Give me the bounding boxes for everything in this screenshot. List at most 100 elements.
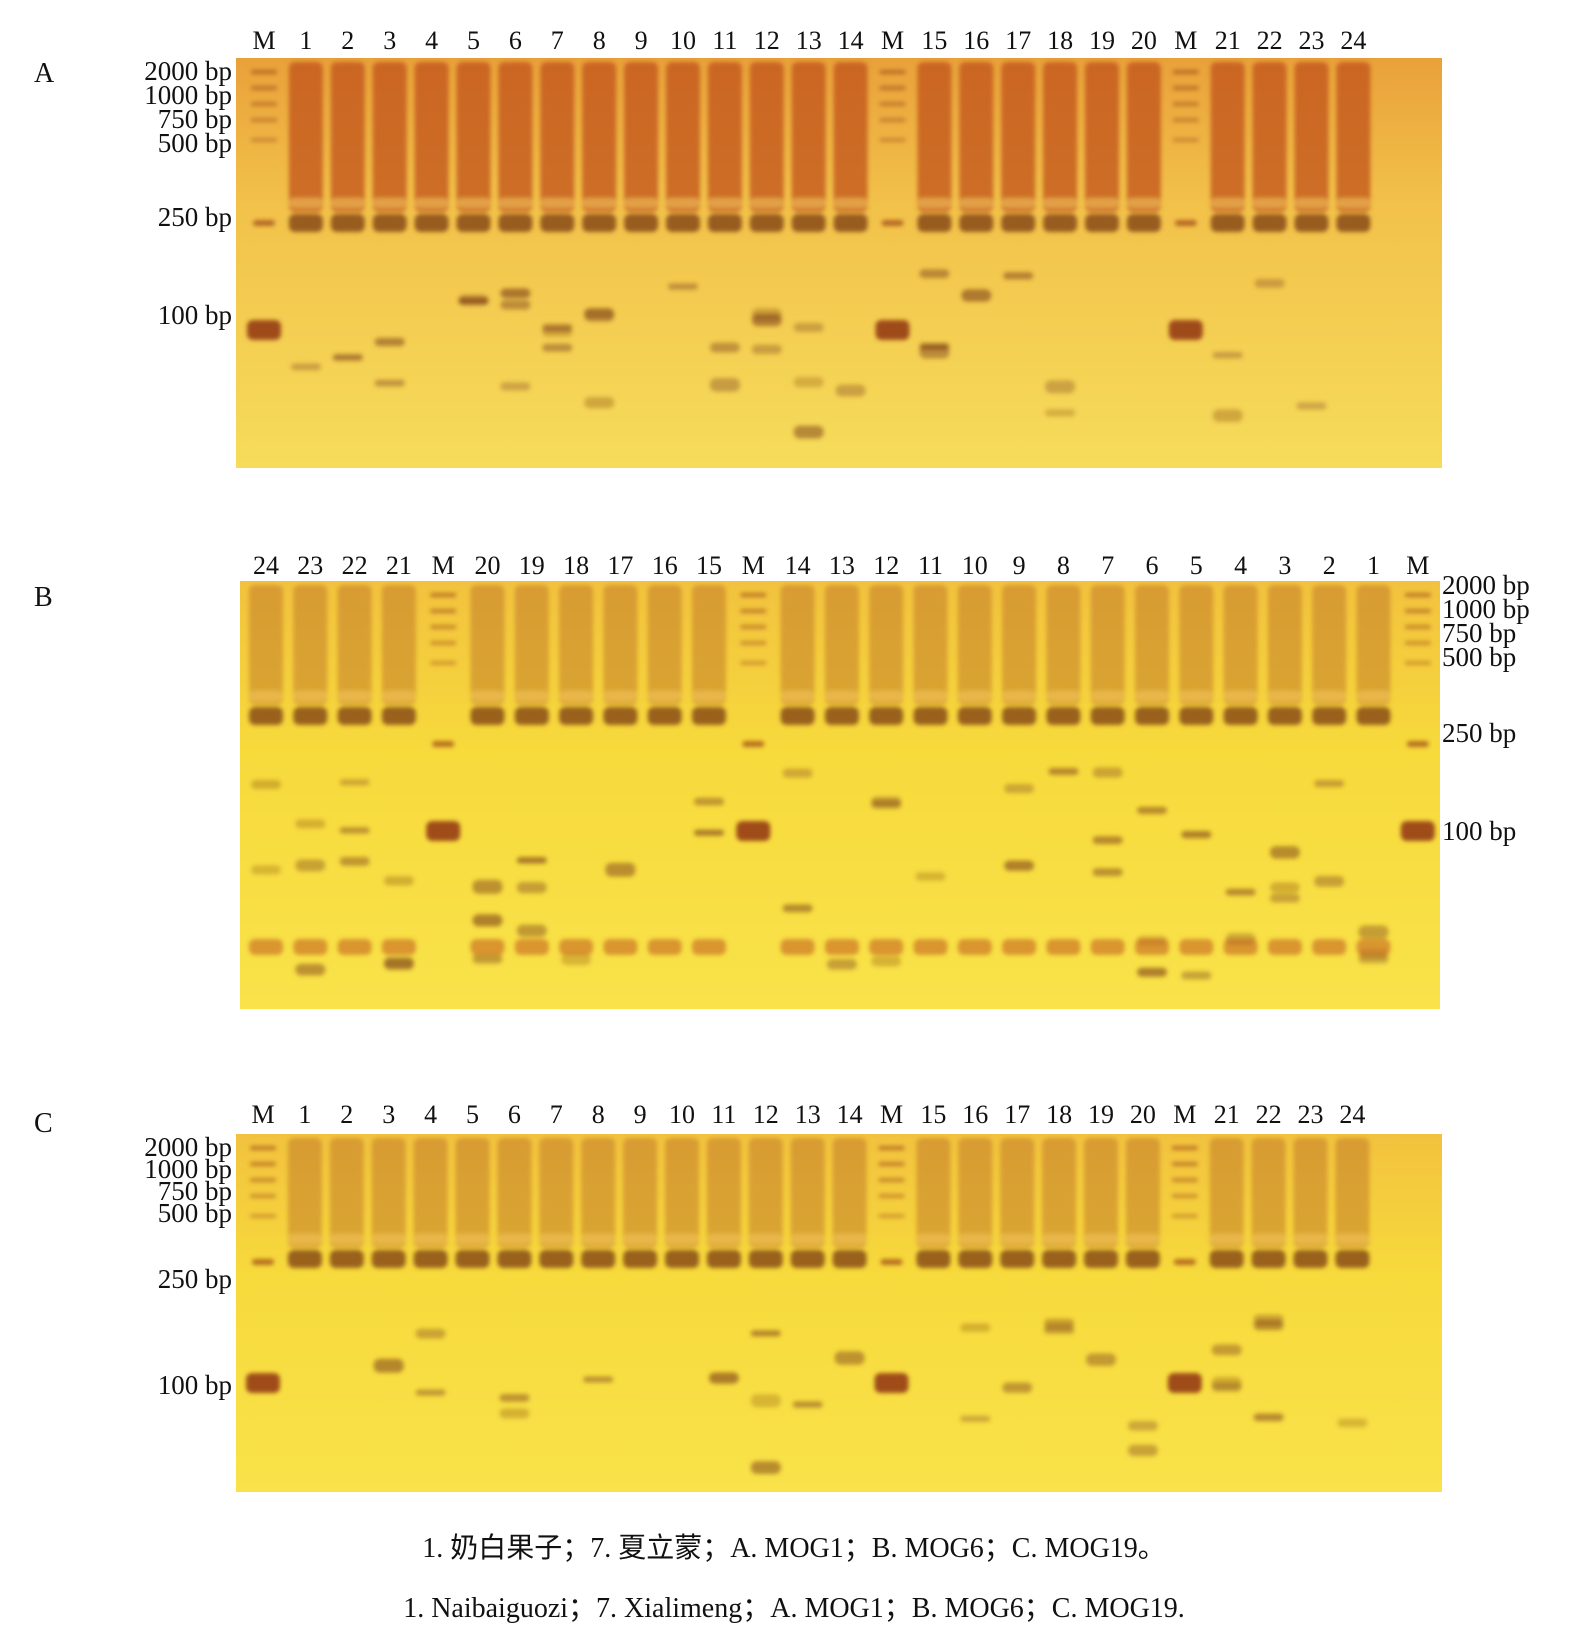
- panel-letter-b: B: [34, 582, 53, 613]
- gel-band: [780, 939, 815, 955]
- gel-band: [253, 220, 275, 226]
- gel-band: [1172, 102, 1199, 106]
- gel-band: [665, 1138, 699, 1248]
- gel-band: [1252, 214, 1287, 232]
- lane-label: 16: [963, 26, 990, 55]
- gel-band: [1001, 198, 1036, 208]
- gel-band: [706, 1250, 741, 1268]
- gel-band: [1092, 767, 1123, 778]
- lane-label-marker: M: [1406, 551, 1430, 580]
- gel-band: [1209, 1234, 1244, 1244]
- gel-band: [1168, 320, 1203, 340]
- gel-band: [559, 707, 594, 725]
- gel-band: [293, 585, 328, 705]
- gel-band: [287, 1138, 322, 1248]
- gel-band: [1127, 1444, 1158, 1457]
- gel-band: [514, 707, 549, 725]
- gel-band: [1090, 691, 1125, 701]
- lane-label: 6: [1145, 551, 1159, 580]
- gel-band: [748, 1138, 783, 1248]
- gel-band: [605, 862, 636, 877]
- gel-band: [879, 138, 906, 142]
- gel-band: [1212, 409, 1243, 422]
- gel-band: [751, 344, 782, 355]
- gel-band: [793, 376, 824, 388]
- gel-band: [497, 1138, 532, 1248]
- gel-band: [824, 707, 859, 725]
- gel-band: [1000, 1234, 1035, 1244]
- lane-label: 24: [253, 551, 279, 580]
- gel-band: [1137, 967, 1167, 977]
- gel-band: [540, 62, 575, 212]
- lane-label: 6: [508, 26, 522, 55]
- gel-band: [879, 70, 906, 74]
- gel-band: [1267, 707, 1302, 725]
- gel-band: [1253, 1413, 1284, 1422]
- gel-band: [329, 1234, 364, 1244]
- lane-label: 22: [341, 551, 368, 580]
- gel-band: [582, 198, 617, 208]
- gel-band: [498, 214, 533, 232]
- gel-band: [288, 198, 323, 208]
- gel-band: [415, 1328, 446, 1339]
- gel-band: [1045, 409, 1076, 417]
- gel-band: [251, 86, 277, 90]
- gel-band: [959, 62, 994, 212]
- gel-band: [647, 691, 682, 701]
- lane-label: 1: [1367, 551, 1380, 580]
- gel-band: [1046, 939, 1081, 955]
- gel-band: [740, 609, 767, 613]
- gel-band: [559, 691, 594, 701]
- lane-labels-a: M 1 2 3 4 5 6 7 8 9 10 11 12 13 14 M 15 16 17 18 19 20 M 21 22 23…: [0, 26, 1588, 58]
- lane-label: 8: [591, 1100, 605, 1129]
- lane-label: 19: [1088, 1100, 1114, 1129]
- size-marker-label: 750 bp: [1442, 618, 1517, 648]
- gel-band: [374, 379, 405, 387]
- gel-band: [793, 323, 824, 332]
- gel-band: [287, 1234, 322, 1244]
- size-marker-label: 2000 bp: [144, 56, 232, 86]
- gel-band: [249, 939, 283, 955]
- gel-band: [456, 214, 491, 232]
- gel-band: [1251, 1138, 1286, 1248]
- gel-band: [1312, 707, 1347, 725]
- gel-band: [372, 62, 407, 212]
- lane-label: 12: [752, 1100, 779, 1129]
- gel-band: [791, 214, 826, 232]
- gel-band: [371, 1234, 406, 1244]
- gel-band: [748, 1250, 783, 1268]
- gel-band: [1085, 214, 1119, 232]
- lane-label: 19: [1089, 26, 1115, 55]
- gel-band: [1048, 767, 1079, 775]
- gel-band: [1210, 214, 1245, 232]
- gel-band: [1084, 1250, 1118, 1268]
- lane-label: 9: [1012, 551, 1026, 580]
- gel-band: [383, 876, 414, 886]
- gel-band: [374, 337, 405, 347]
- lane-label: 3: [1278, 551, 1292, 580]
- gel-band: [337, 691, 372, 701]
- lane-label: 10: [670, 26, 696, 55]
- gel-band: [430, 661, 457, 665]
- gel-band: [561, 953, 592, 966]
- gel-band: [251, 779, 281, 790]
- gel-band: [624, 198, 659, 208]
- gel-band: [957, 691, 992, 701]
- gel-band: [666, 198, 700, 208]
- gel-band: [1269, 846, 1300, 859]
- gel-band: [603, 707, 638, 725]
- gel-band: [1179, 585, 1214, 705]
- size-marker-label: 100 bp: [157, 1370, 232, 1400]
- gel-band: [707, 198, 742, 208]
- gel-band: [499, 1408, 530, 1419]
- gel-band: [455, 1250, 490, 1268]
- gel-band: [559, 939, 594, 955]
- gel-band: [879, 118, 906, 122]
- size-marker-label: 100 bp: [157, 300, 232, 330]
- gel-band: [1225, 888, 1256, 896]
- lane-label: 17: [1004, 1100, 1031, 1129]
- gel-band: [383, 958, 414, 971]
- gel-band: [958, 1234, 993, 1244]
- gel-band: [692, 939, 726, 955]
- gel-band: [456, 62, 491, 212]
